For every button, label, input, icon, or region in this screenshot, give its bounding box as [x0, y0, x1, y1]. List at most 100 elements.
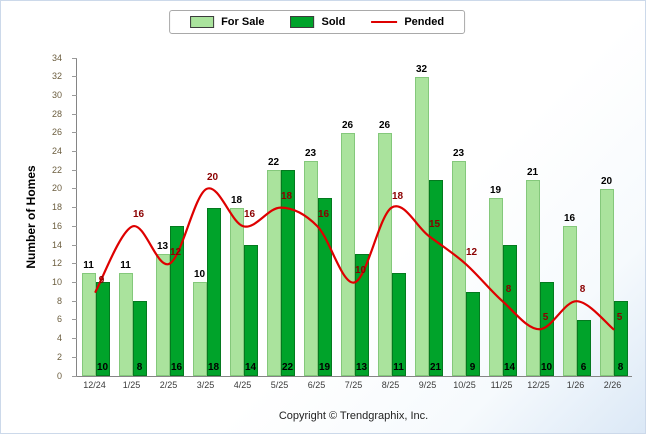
y-tick-label: 20 — [51, 183, 62, 194]
for-sale-value-label: 21 — [526, 166, 539, 178]
for-sale-bar — [340, 132, 355, 376]
x-tick-label: 9/25 — [418, 380, 437, 390]
pended-value-label: 15 — [428, 218, 441, 230]
sold-value-label: 9 — [469, 362, 476, 373]
pended-value-label: 20 — [206, 171, 219, 183]
y-axis: 0 2 4 6 8 10 12 14 16 18 20 22 24 26 28 30 32 34 — [31, 53, 71, 381]
y-tick-label: 14 — [51, 239, 62, 250]
for-sale-value-label: 20 — [600, 175, 613, 187]
legend: For Sale Sold Pended — [169, 10, 466, 34]
for-sale-bar — [303, 160, 318, 376]
x-axis: 12/24 1/25 2/25 3/25 4/25 5/25 6/25 7/25 8/25 9/2… — [76, 380, 631, 394]
sold-bar — [502, 245, 517, 376]
for-sale-bar — [599, 188, 614, 376]
y-tick-mark — [72, 338, 77, 340]
pended-value-label: 18 — [391, 190, 404, 202]
y-tick-label: 4 — [56, 333, 62, 344]
sold-value-label: 22 — [281, 362, 294, 373]
y-tick-mark — [72, 169, 77, 171]
y-tick-label: 28 — [51, 108, 62, 119]
y-tick-mark — [72, 263, 77, 265]
y-tick-label: 2 — [56, 351, 62, 362]
y-tick-mark — [72, 76, 77, 78]
for-sale-bar — [414, 76, 429, 376]
for-sale-value-label: 26 — [378, 119, 391, 131]
y-tick-mark — [72, 356, 77, 358]
x-tick-label: 1/25 — [122, 380, 141, 390]
y-tick-label: 30 — [51, 89, 62, 100]
y-tick-label: 24 — [51, 146, 62, 157]
for-sale-value-label: 26 — [341, 119, 354, 131]
y-tick-label: 6 — [56, 314, 62, 325]
for-sale-value-label: 11 — [83, 260, 94, 272]
y-tick-label: 12 — [51, 258, 62, 269]
sold-value-label: 18 — [207, 362, 220, 373]
for-sale-bar — [266, 170, 281, 376]
pended-value-label: 16 — [243, 209, 256, 221]
pended-value-label: 5 — [616, 312, 623, 324]
pended-value-label: 16 — [132, 209, 145, 221]
pended-value-label: 8 — [579, 284, 586, 296]
legend-item-pended: Pended — [371, 16, 444, 28]
sold-value-label: 11 — [393, 362, 404, 373]
sold-value-label: 16 — [170, 362, 183, 373]
y-tick-mark — [72, 244, 77, 246]
pended-line-swatch-icon — [371, 21, 398, 23]
pended-value-label: 8 — [505, 284, 512, 296]
y-tick-mark — [72, 151, 77, 153]
y-tick-label: 22 — [51, 164, 62, 175]
y-tick-mark — [72, 375, 77, 377]
for-sale-bar — [118, 273, 133, 376]
x-tick-label: 1/26 — [566, 380, 585, 390]
sold-value-label: 10 — [540, 362, 553, 373]
x-tick-label: 4/25 — [233, 380, 252, 390]
sold-bar — [206, 207, 221, 376]
sold-bar — [243, 245, 258, 376]
y-tick-label: 8 — [56, 295, 62, 306]
legend-item-sold: Sold — [290, 16, 345, 28]
for-sale-value-label: 23 — [304, 147, 317, 159]
for-sale-value-label: 13 — [156, 241, 169, 253]
for-sale-value-label: 22 — [267, 157, 280, 169]
x-tick-label: 3/25 — [196, 380, 215, 390]
pended-value-label: 16 — [317, 209, 330, 221]
for-sale-bar — [377, 132, 392, 376]
for-sale-bar — [155, 254, 170, 376]
y-tick-mark — [72, 188, 77, 190]
for-sale-bar — [451, 160, 466, 376]
sold-value-label: 19 — [318, 362, 331, 373]
y-tick-mark — [72, 319, 77, 321]
legend-label-pended: Pended — [404, 16, 445, 28]
copyright-text: Copyright © Trendgraphix, Inc. — [278, 410, 429, 422]
plot-area: 11 10 9 11 8 16 13 16 12 10 18 20 18 14 16 22 22 18 23 19 16… — [72, 57, 632, 377]
x-tick-label: 6/25 — [307, 380, 326, 390]
x-tick-label: 12/25 — [527, 380, 550, 390]
x-tick-label: 2/26 — [603, 380, 622, 390]
for-sale-swatch-icon — [190, 16, 215, 28]
pended-value-label: 5 — [542, 312, 549, 324]
for-sale-value-label: 32 — [415, 63, 428, 75]
sold-value-label: 13 — [355, 362, 368, 373]
sold-bar — [428, 179, 443, 376]
legend-label-for-sale: For Sale — [221, 16, 265, 28]
sold-value-label: 14 — [244, 362, 257, 373]
sold-bar — [317, 198, 332, 376]
x-tick-label: 7/25 — [344, 380, 363, 390]
x-tick-label: 2/25 — [159, 380, 178, 390]
x-tick-label: 12/24 — [83, 380, 106, 390]
x-tick-label: 11/25 — [490, 380, 513, 390]
sold-swatch-icon — [290, 16, 315, 28]
x-tick-label: 8/25 — [381, 380, 400, 390]
y-tick-mark — [72, 225, 77, 227]
sold-value-label: 8 — [136, 362, 143, 373]
for-sale-bar — [525, 179, 540, 376]
for-sale-bar — [81, 273, 96, 376]
y-tick-label: 34 — [51, 52, 62, 63]
for-sale-bar — [488, 198, 503, 376]
for-sale-bar — [229, 207, 244, 376]
y-tick-label: 0 — [56, 370, 62, 381]
sold-value-label: 14 — [503, 362, 516, 373]
legend-item-for-sale: For Sale — [190, 16, 264, 28]
pended-value-label: 9 — [98, 274, 105, 286]
